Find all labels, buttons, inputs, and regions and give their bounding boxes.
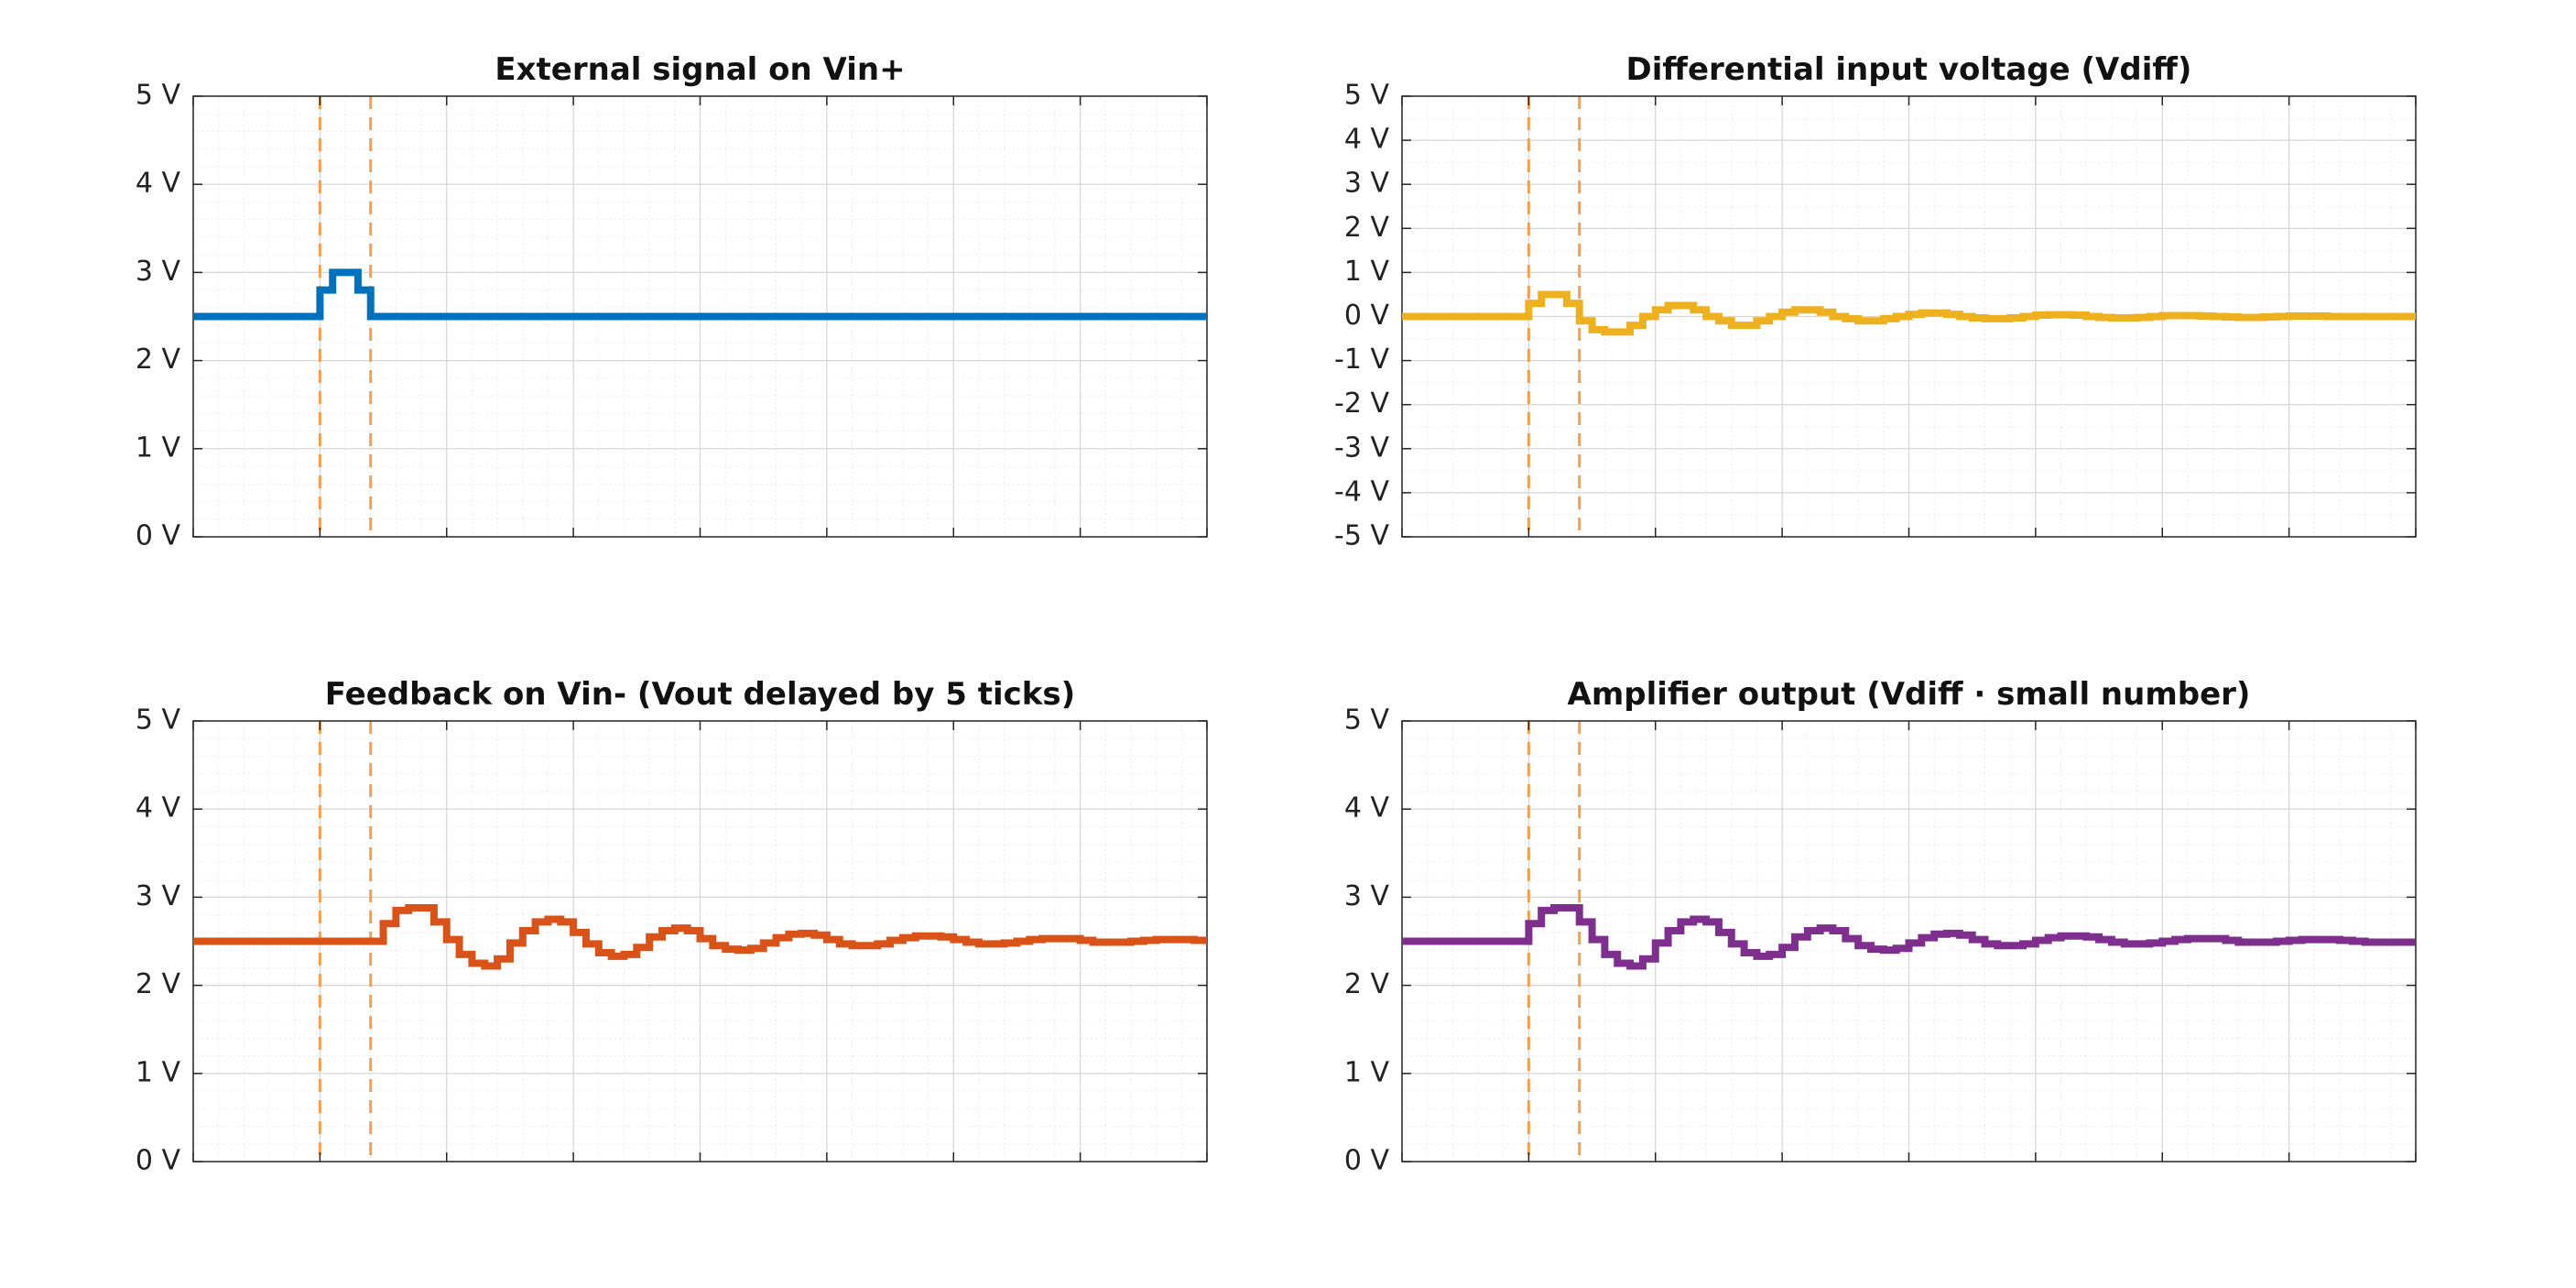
y-tick-label: 4 V (1344, 124, 1390, 156)
chart-panel-3: 0 V 1 V 2 V 3 V 4 V 5 V Feedback on Vin- (Vout… (136, 676, 1208, 1177)
y-tick-label: 2 V (1344, 212, 1390, 244)
y-tick-label: 2 V (136, 344, 181, 376)
y-tick-label: 0 V (1344, 1145, 1390, 1177)
y-tick-label: 4 V (136, 168, 181, 200)
series-line-1 (193, 903, 1207, 970)
y-tick-label: -3 V (1334, 431, 1389, 464)
chart-panel-2: -5 V -4 V -3 V -2 V -1 V 0 V 1 V 2 V 3 V 4 V 5 V Di… (1334, 51, 2417, 552)
y-tick-label: 0 V (136, 1145, 181, 1177)
y-tick-label: 3 V (136, 880, 181, 912)
series-line-1 (193, 268, 1207, 321)
y-tick-label: -4 V (1334, 475, 1389, 508)
y-tick-label: 4 V (1344, 792, 1390, 824)
chart-title: Amplifier output (Vdiff · small number) (1568, 676, 2251, 713)
series-line-1 (1402, 290, 2416, 336)
chart-panel-1: 0 V 1 V 2 V 3 V 4 V 5 V External signal on Vin… (136, 51, 1208, 552)
chart-title: Feedback on Vin- (Vout delayed by 5 tick… (325, 676, 1075, 713)
chart-panel-4: 0 V 1 V 2 V 3 V 4 V 5 V Amplifier output (Vdif… (1344, 676, 2417, 1177)
y-tick-label: -1 V (1334, 344, 1389, 376)
y-tick-label: 2 V (136, 968, 181, 1000)
y-tick-label: 5 V (136, 80, 181, 112)
y-tick-label: 3 V (1344, 168, 1390, 200)
y-tick-label: 2 V (1344, 968, 1390, 1000)
chart-title: External signal on Vin+ (495, 51, 905, 88)
y-tick-label: 5 V (1344, 704, 1390, 737)
y-tick-label: 4 V (136, 792, 181, 824)
y-tick-label: -5 V (1334, 520, 1389, 552)
y-tick-label: -2 V (1334, 387, 1389, 420)
y-tick-label: 0 V (136, 520, 181, 552)
y-tick-label: 5 V (136, 704, 181, 737)
y-tick-label: 3 V (136, 256, 181, 288)
y-tick-label: 5 V (1344, 80, 1390, 112)
chart-title: Differential input voltage (Vdiff) (1626, 51, 2192, 88)
y-tick-label: 1 V (136, 1056, 181, 1088)
series-line-1 (1402, 903, 2416, 970)
y-tick-label: 1 V (136, 431, 181, 464)
y-tick-label: 0 V (1344, 300, 1390, 332)
y-tick-label: 1 V (1344, 256, 1390, 288)
y-tick-label: 1 V (1344, 1056, 1390, 1088)
y-tick-label: 3 V (1344, 880, 1390, 912)
